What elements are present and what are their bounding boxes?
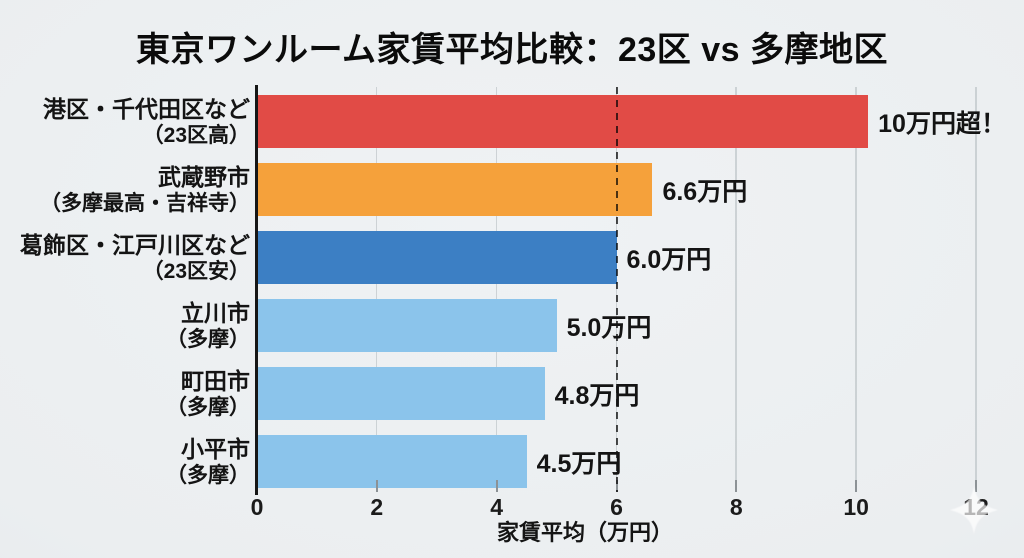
x-tick <box>495 480 498 492</box>
category-label: 葛飾区・江戸川区など （23区安） <box>0 231 250 285</box>
bar <box>257 299 557 352</box>
category-name: 町田市 <box>181 367 250 394</box>
gridline <box>735 87 737 492</box>
bar-value-label: 4.8万円 <box>554 381 640 410</box>
reference-dashed-line <box>615 87 618 492</box>
category-label: 立川市 （多摩） <box>0 299 250 353</box>
category-label: 小平市 （多摩） <box>0 435 250 489</box>
chart-title: 東京ワンルーム家賃平均比較：23区 vs 多摩地区 <box>135 31 888 69</box>
category-sub-label: （多摩） <box>166 395 250 419</box>
category-sub-label: （多摩最高・吉祥寺） <box>40 191 250 215</box>
x-tick <box>975 480 977 492</box>
x-tick <box>855 480 858 492</box>
category-label: 武蔵野市 （多摩最高・吉祥寺） <box>0 163 250 217</box>
category-sub-label: （多摩） <box>166 463 250 487</box>
gridline <box>975 87 977 492</box>
category-name: 港区・千代田区など <box>43 95 250 122</box>
sparkle-icon <box>950 486 998 534</box>
x-tick <box>735 480 738 492</box>
bar <box>257 435 527 488</box>
gridline <box>375 87 378 492</box>
x-tick-label: 8 <box>729 494 743 520</box>
bar-value-label: 10万円超！ <box>878 109 1006 138</box>
bar <box>257 163 653 216</box>
category-name: 武蔵野市 <box>158 163 250 190</box>
category-name: 小平市 <box>181 435 250 462</box>
gridline <box>855 87 857 492</box>
x-tick-label: 0 <box>250 494 264 520</box>
bar-value-label: 4.5万円 <box>536 449 622 478</box>
category-sub-label: （23区高） <box>142 123 250 147</box>
x-tick <box>375 480 378 492</box>
x-tick-label: 4 <box>490 494 504 520</box>
bar-value-label: 6.6万円 <box>662 177 748 206</box>
bar <box>257 231 617 284</box>
x-axis-title: 家賃平均（万円） <box>496 520 674 545</box>
category-name: 立川市 <box>181 299 250 326</box>
category-label: 港区・千代田区など （23区高） <box>0 95 250 149</box>
x-tick-label: 10 <box>843 494 869 520</box>
category-label: 町田市 （多摩） <box>0 367 250 421</box>
category-name: 葛飾区・江戸川区など <box>20 231 250 258</box>
bar-value-label: 5.0万円 <box>566 313 652 342</box>
x-tick-label: 2 <box>370 494 384 520</box>
category-sub-label: （多摩） <box>166 327 250 351</box>
category-sub-label: （23区安） <box>142 259 250 283</box>
x-tick-label: 6 <box>610 494 623 520</box>
gridline <box>495 87 498 492</box>
y-axis-line <box>255 85 258 495</box>
bar-value-label: 6.0万円 <box>626 245 712 274</box>
bar <box>257 95 869 148</box>
bar <box>257 367 545 420</box>
